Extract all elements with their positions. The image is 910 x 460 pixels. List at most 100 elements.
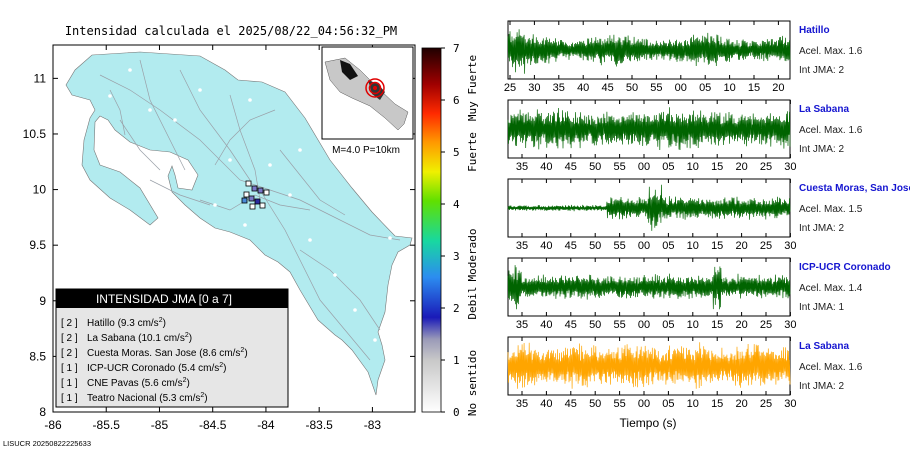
inset-map: M=4.0 P=10km [321, 46, 414, 156]
waveform-tick-label: 10 [687, 161, 699, 173]
waveform-tick-label: 40 [540, 398, 552, 410]
waveform-tick-label: 55 [613, 398, 625, 410]
waveform-tick-label: 25 [504, 82, 516, 94]
waveform-trace [507, 342, 791, 389]
waveform-tick-label: 10 [723, 82, 735, 94]
waveform-trace [507, 265, 791, 310]
waveform-tick-label: 45 [565, 319, 577, 331]
waveform-tick-label: 55 [613, 161, 625, 173]
waveform-tick-label: 10 [687, 319, 699, 331]
legend-item-label: CNE Pavas (5.6 cm/s2) [87, 377, 190, 389]
waveform-xlabel: Tiempo (s) [620, 416, 677, 430]
waveform-tick-label: 50 [589, 319, 601, 331]
station-name: Hatillo [799, 25, 830, 36]
town-markers [108, 68, 392, 407]
map-x-tick-label: -83.5 [305, 418, 333, 432]
waveform-tick-label: 15 [748, 82, 760, 94]
legend-title: INTENSIDAD JMA [0 a 7] [96, 292, 232, 306]
legend-item-level: [ 1 ] [61, 363, 78, 374]
station-name: ICP-UCR Coronado [799, 262, 891, 273]
waveform-tick-label: 35 [516, 240, 528, 252]
waveform-trace [507, 184, 791, 231]
waveform-tick-label: 05 [662, 319, 674, 331]
map-y-axis: 11 10.5 10 9.5 9 8.5 8 [23, 71, 415, 419]
waveform-tick-label: 00 [638, 319, 650, 331]
waveform-tick-label: 00 [638, 398, 650, 410]
waveform-tick-label: 45 [565, 398, 577, 410]
waveform-tick-label: 50 [626, 82, 638, 94]
waveform-tick-label: 20 [772, 82, 784, 94]
colorbar-labels: Muy Fuerte Fuerte Moderado Debil No sent… [466, 55, 479, 416]
colorbar-ticks: 7 6 5 4 3 2 1 0 [441, 42, 460, 419]
svg-text:Muy Fuerte: Muy Fuerte [466, 55, 479, 121]
station-name: La Sabana [799, 104, 849, 115]
map-x-tick-label: -85.5 [93, 418, 121, 432]
map-x-tick-label: -85 [151, 418, 169, 432]
waveform-tick-label: 35 [553, 82, 565, 94]
waveform-tick-label: 15 [711, 240, 723, 252]
map-y-tick-label: 8 [39, 405, 46, 419]
colorbar-tick-label: 7 [453, 42, 460, 55]
int-jma: Int JMA: 2 [799, 65, 844, 76]
waveform-tick-label: 05 [662, 398, 674, 410]
waveform-tick-label: 55 [613, 240, 625, 252]
waveform-tick-label: 40 [540, 161, 552, 173]
waveform-tick-label: 00 [638, 240, 650, 252]
svg-text:No sentido: No sentido [466, 350, 479, 416]
intensity-legend: INTENSIDAD JMA [0 a 7] [ 2 ] Hatillo (9.3… [55, 288, 289, 408]
int-jma: Int JMA: 2 [799, 381, 844, 392]
waveform-panel: 25 30 35 40 45 50 55 00 05 10 15 20 Hatillo Acel. Max… [504, 20, 863, 94]
waveform-tick-label: 10 [687, 240, 699, 252]
legend-item-label: La Sabana (10.1 cm/s2) [87, 332, 192, 344]
waveform-panel: 35 40 45 50 55 00 05 10 15 20 25 30 ICP-UCR Coronado… [507, 257, 891, 331]
waveform-tick-label: 50 [589, 240, 601, 252]
map-y-tick-label: 10.5 [23, 127, 47, 141]
waveform-tick-label: 30 [784, 161, 796, 173]
inset-label: M=4.0 P=10km [332, 145, 400, 156]
waveform-tick-label: 25 [760, 319, 772, 331]
svg-text:Fuerte: Fuerte [466, 132, 479, 172]
legend-item-label: Teatro Nacional (5.3 cm/s2) [87, 392, 208, 404]
waveform-tick-label: 30 [784, 319, 796, 331]
colorbar-tick-label: 5 [453, 146, 460, 159]
waveform-tick-label: 25 [760, 398, 772, 410]
int-jma: Int JMA: 2 [799, 144, 844, 155]
waveform-tick-label: 20 [735, 161, 747, 173]
waveform-tick-label: 15 [711, 398, 723, 410]
station-name: La Sabana [799, 341, 849, 352]
waveform-tick-label: 00 [638, 161, 650, 173]
legend-item-level: [ 2 ] [61, 333, 78, 344]
map-y-tick-label: 9 [39, 294, 46, 308]
waveform-tick-label: 30 [784, 398, 796, 410]
int-jma: Int JMA: 1 [799, 302, 844, 313]
waveform-tick-label: 25 [760, 161, 772, 173]
map-x-tick-label: -86 [44, 418, 62, 432]
map-y-tick-label: 9.5 [29, 238, 46, 252]
waveform-tick-label: 40 [540, 319, 552, 331]
road-network [99, 59, 401, 361]
waveform-trace [507, 29, 791, 74]
acel-max: Acel. Max. 1.6 [799, 125, 863, 136]
costa-rica-landmass [65, 51, 413, 396]
waveform-tick-label: 10 [687, 398, 699, 410]
colorbar [421, 47, 442, 413]
footer-id: LISUCR 20250822225633 [3, 439, 91, 448]
waveform-tick-label: 55 [650, 82, 662, 94]
waveform-tick-label: 55 [613, 319, 625, 331]
map-y-tick-label: 11 [34, 71, 47, 85]
legend-item-level: [ 2 ] [61, 348, 78, 359]
map-title: Intensidad calculada el 2025/08/22_04:56… [65, 24, 397, 38]
colorbar-tick-label: 1 [453, 354, 460, 367]
int-jma: Int JMA: 2 [799, 223, 844, 234]
station-name: Cuesta Moras, San Jose [799, 183, 910, 194]
map-x-tick-label: -84.5 [199, 418, 227, 432]
colorbar-tick-label: 6 [453, 94, 460, 107]
waveform-tick-label: 35 [516, 398, 528, 410]
waveform-tick-label: 40 [577, 82, 589, 94]
waveform-tick-label: 30 [528, 82, 540, 94]
waveform-tick-label: 15 [711, 319, 723, 331]
waveform-panel: 35 40 45 50 55 00 05 10 15 20 25 30 La Sabana Acel. M… [507, 99, 863, 173]
map-y-tick-label: 10 [33, 183, 47, 197]
map-x-tick-label: -83 [364, 418, 382, 432]
waveform-tick-label: 05 [662, 161, 674, 173]
